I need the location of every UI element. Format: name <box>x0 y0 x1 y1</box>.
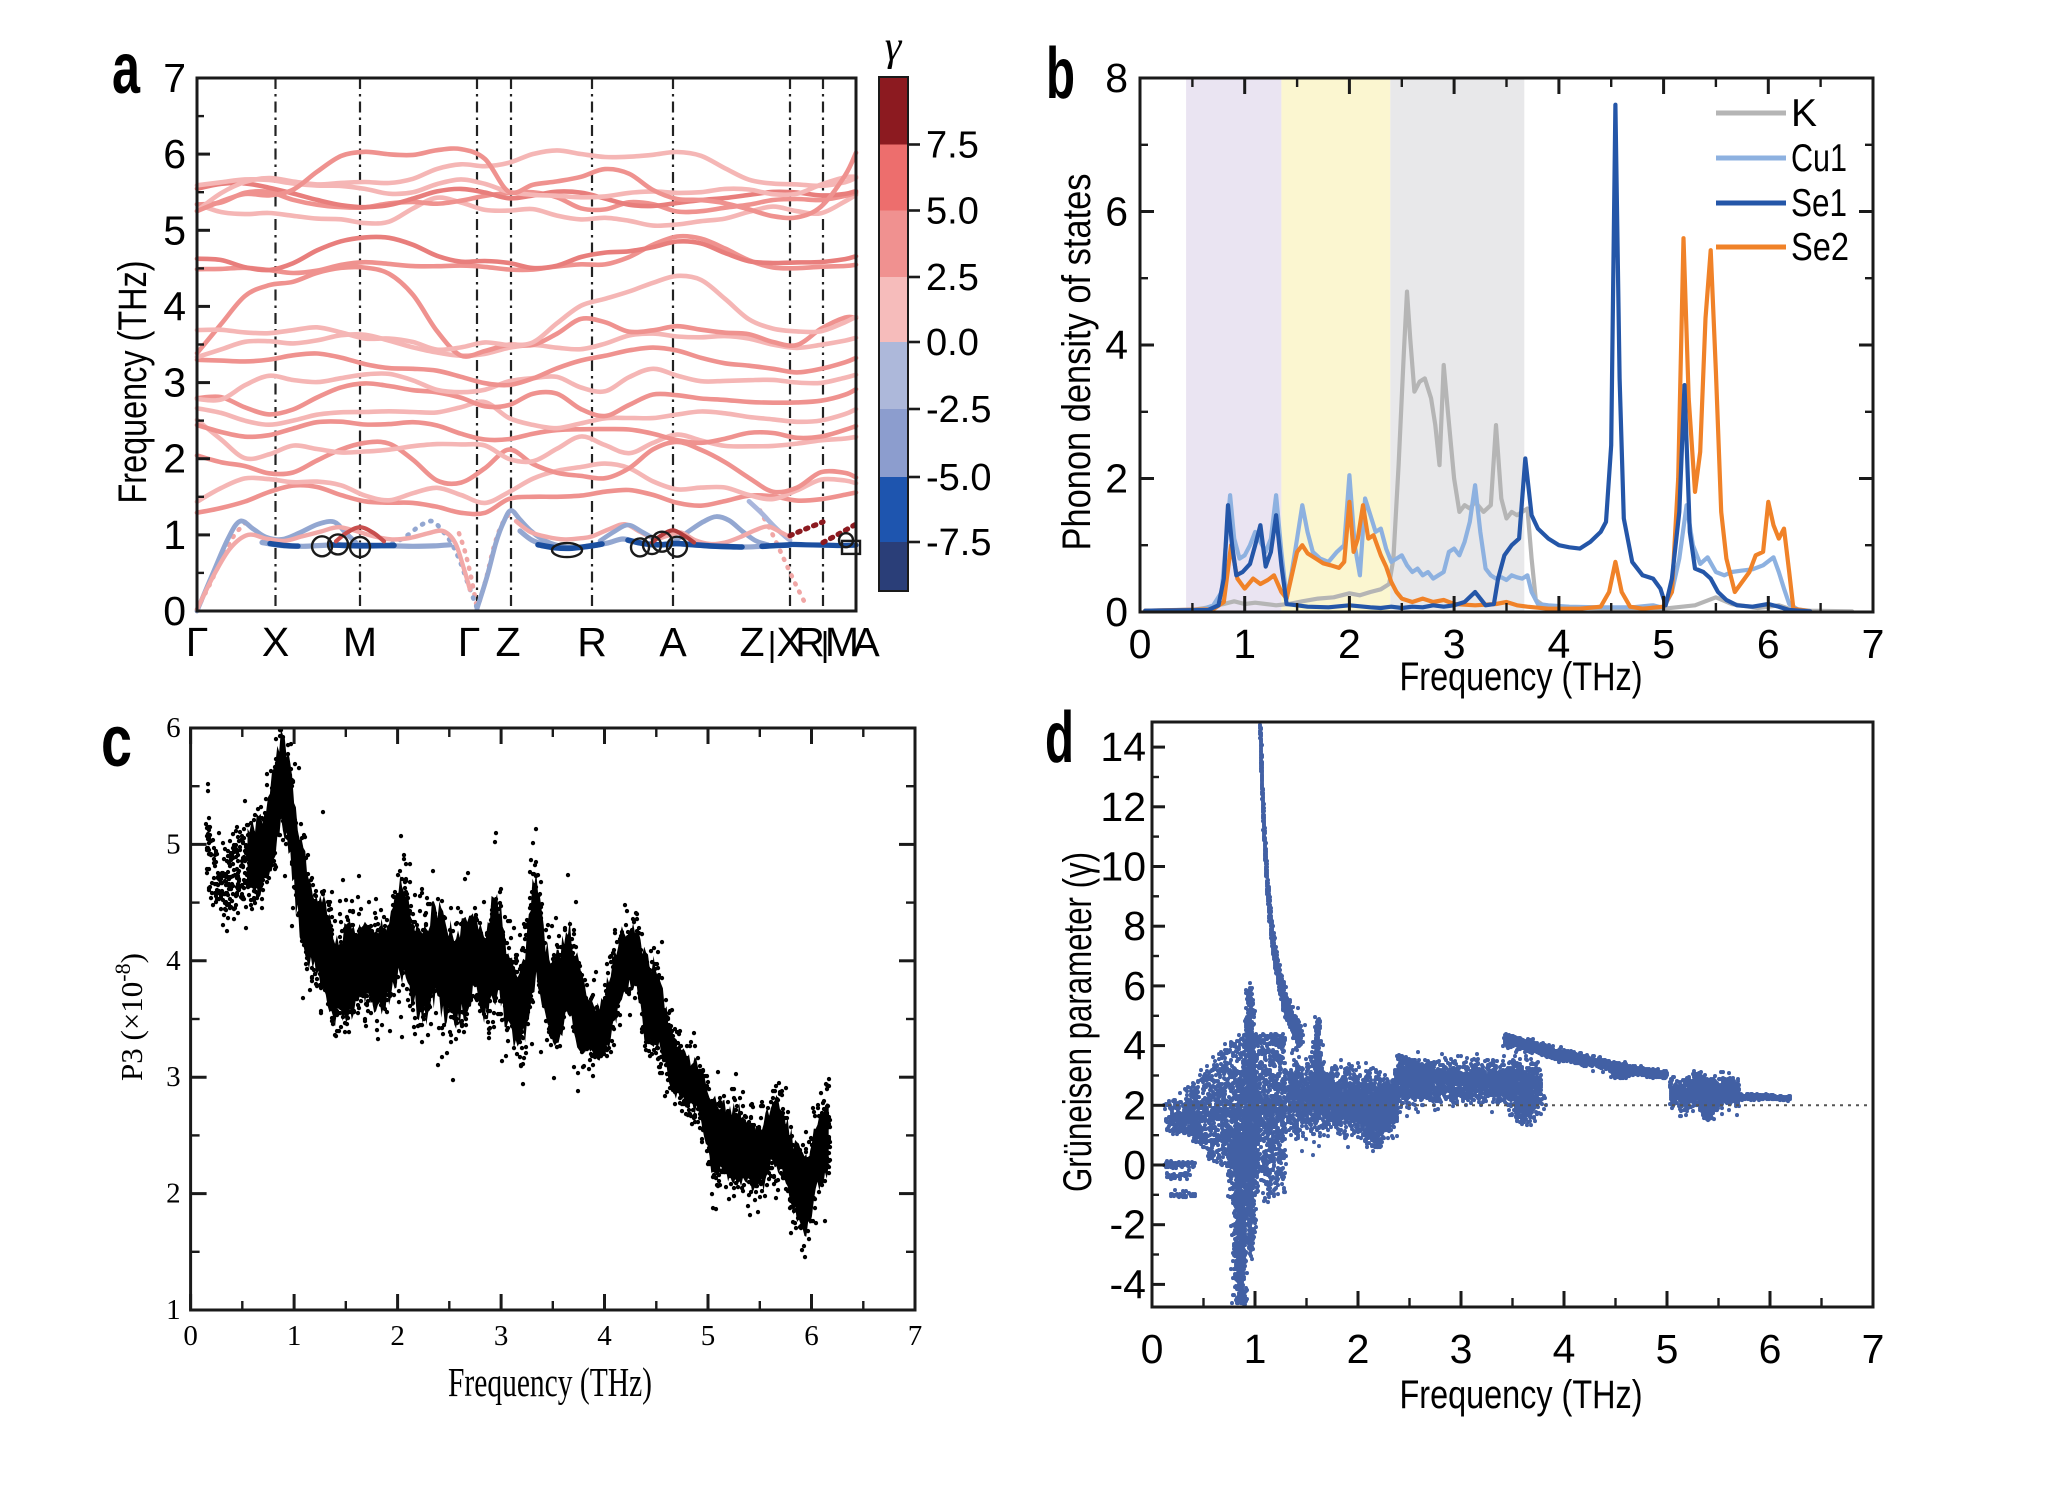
svg-text:1: 1 <box>287 1320 302 1352</box>
svg-text:-7.5: -7.5 <box>926 522 991 564</box>
svg-text:5: 5 <box>701 1320 716 1352</box>
svg-text:Z: Z <box>495 619 520 665</box>
svg-text:X: X <box>776 619 803 665</box>
svg-text:12: 12 <box>1100 784 1146 830</box>
svg-text:R: R <box>577 619 607 665</box>
svg-text:4: 4 <box>1105 322 1128 368</box>
svg-text:A: A <box>852 619 880 665</box>
svg-text:3: 3 <box>163 360 186 406</box>
svg-text:4: 4 <box>163 283 186 329</box>
svg-text:K: K <box>1791 92 1817 135</box>
svg-text:2: 2 <box>1123 1082 1146 1128</box>
svg-text:8: 8 <box>1123 903 1146 949</box>
svg-text:0: 0 <box>1141 1326 1164 1372</box>
svg-text:-5.0: -5.0 <box>926 457 991 499</box>
svg-text:10: 10 <box>1100 844 1146 890</box>
svg-text:|: | <box>821 626 830 664</box>
svg-text:0: 0 <box>163 588 186 634</box>
svg-text:Frequency (THz): Frequency (THz) <box>1400 1373 1643 1417</box>
svg-text:8: 8 <box>1105 55 1128 101</box>
svg-text:1: 1 <box>1233 621 1256 667</box>
svg-text:γ: γ <box>885 24 903 70</box>
svg-text:5.0: 5.0 <box>926 191 979 233</box>
svg-text:2: 2 <box>1105 456 1128 502</box>
svg-text:3: 3 <box>1443 621 1466 667</box>
svg-text:M: M <box>343 619 377 665</box>
svg-text:7: 7 <box>908 1320 923 1352</box>
svg-text:A: A <box>659 619 687 665</box>
svg-text:Grüneisen parameter (γ): Grüneisen parameter (γ) <box>1056 852 1100 1192</box>
svg-text:Frequency (THz): Frequency (THz) <box>448 1359 652 1405</box>
svg-text:d: d <box>1045 698 1074 778</box>
svg-text:2: 2 <box>1347 1326 1370 1372</box>
svg-text:2: 2 <box>390 1320 405 1352</box>
svg-text:5: 5 <box>1656 1326 1679 1372</box>
svg-text:0.0: 0.0 <box>926 322 979 364</box>
svg-text:a: a <box>112 29 141 109</box>
svg-text:2.5: 2.5 <box>926 257 979 299</box>
svg-text:c: c <box>101 702 132 782</box>
svg-text:2: 2 <box>166 1178 181 1210</box>
svg-text:Z: Z <box>739 619 764 665</box>
svg-text:Se1: Se1 <box>1791 182 1847 225</box>
svg-text:Se2: Se2 <box>1791 226 1849 269</box>
svg-text:7: 7 <box>1862 1326 1885 1372</box>
svg-text:0: 0 <box>1105 589 1128 635</box>
svg-text:5: 5 <box>166 828 181 860</box>
svg-text:R: R <box>795 619 825 665</box>
svg-text:-2.5: -2.5 <box>926 389 991 431</box>
svg-text:M: M <box>825 619 859 665</box>
svg-text:3: 3 <box>166 1061 181 1093</box>
svg-text:6: 6 <box>1759 1326 1782 1372</box>
svg-text:4: 4 <box>1547 621 1570 667</box>
svg-text:6: 6 <box>1123 963 1146 1009</box>
svg-text:1: 1 <box>163 512 186 558</box>
svg-text:-4: -4 <box>1110 1261 1146 1307</box>
svg-text:6: 6 <box>1105 189 1128 235</box>
svg-text:6: 6 <box>166 712 181 744</box>
svg-text:2: 2 <box>1338 621 1361 667</box>
svg-text:2: 2 <box>163 436 186 482</box>
svg-text:3: 3 <box>494 1320 509 1352</box>
svg-text:|: | <box>768 626 777 664</box>
svg-text:Cu1: Cu1 <box>1791 137 1847 180</box>
svg-text:7.5: 7.5 <box>926 125 979 167</box>
svg-text:1: 1 <box>166 1294 181 1326</box>
svg-text:X: X <box>262 619 289 665</box>
svg-text:7: 7 <box>1862 621 1885 667</box>
svg-text:7: 7 <box>163 55 186 101</box>
svg-text:Γ: Γ <box>186 619 209 665</box>
svg-text:14: 14 <box>1100 724 1146 770</box>
svg-text:3: 3 <box>1450 1326 1473 1372</box>
svg-text:0: 0 <box>1123 1142 1146 1188</box>
svg-text:5: 5 <box>163 207 186 253</box>
svg-text:5: 5 <box>1652 621 1675 667</box>
svg-text:Phonon density of states: Phonon density of states <box>1055 174 1099 551</box>
svg-text:4: 4 <box>166 945 181 977</box>
svg-text:b: b <box>1046 34 1075 114</box>
svg-text:6: 6 <box>1757 621 1780 667</box>
svg-text:-2: -2 <box>1110 1202 1146 1248</box>
svg-text:4: 4 <box>1123 1023 1146 1069</box>
svg-text:0: 0 <box>1129 621 1152 667</box>
svg-text:6: 6 <box>804 1320 819 1352</box>
svg-text:1: 1 <box>1244 1326 1267 1372</box>
svg-text:Γ: Γ <box>458 619 481 665</box>
svg-text:4: 4 <box>597 1320 612 1352</box>
svg-text:6: 6 <box>163 131 186 177</box>
svg-text:4: 4 <box>1553 1326 1576 1372</box>
svg-text:Frequency (THz): Frequency (THz) <box>1400 655 1643 699</box>
svg-text:0: 0 <box>183 1320 198 1352</box>
svg-text:Frequency (THz): Frequency (THz) <box>111 261 155 504</box>
